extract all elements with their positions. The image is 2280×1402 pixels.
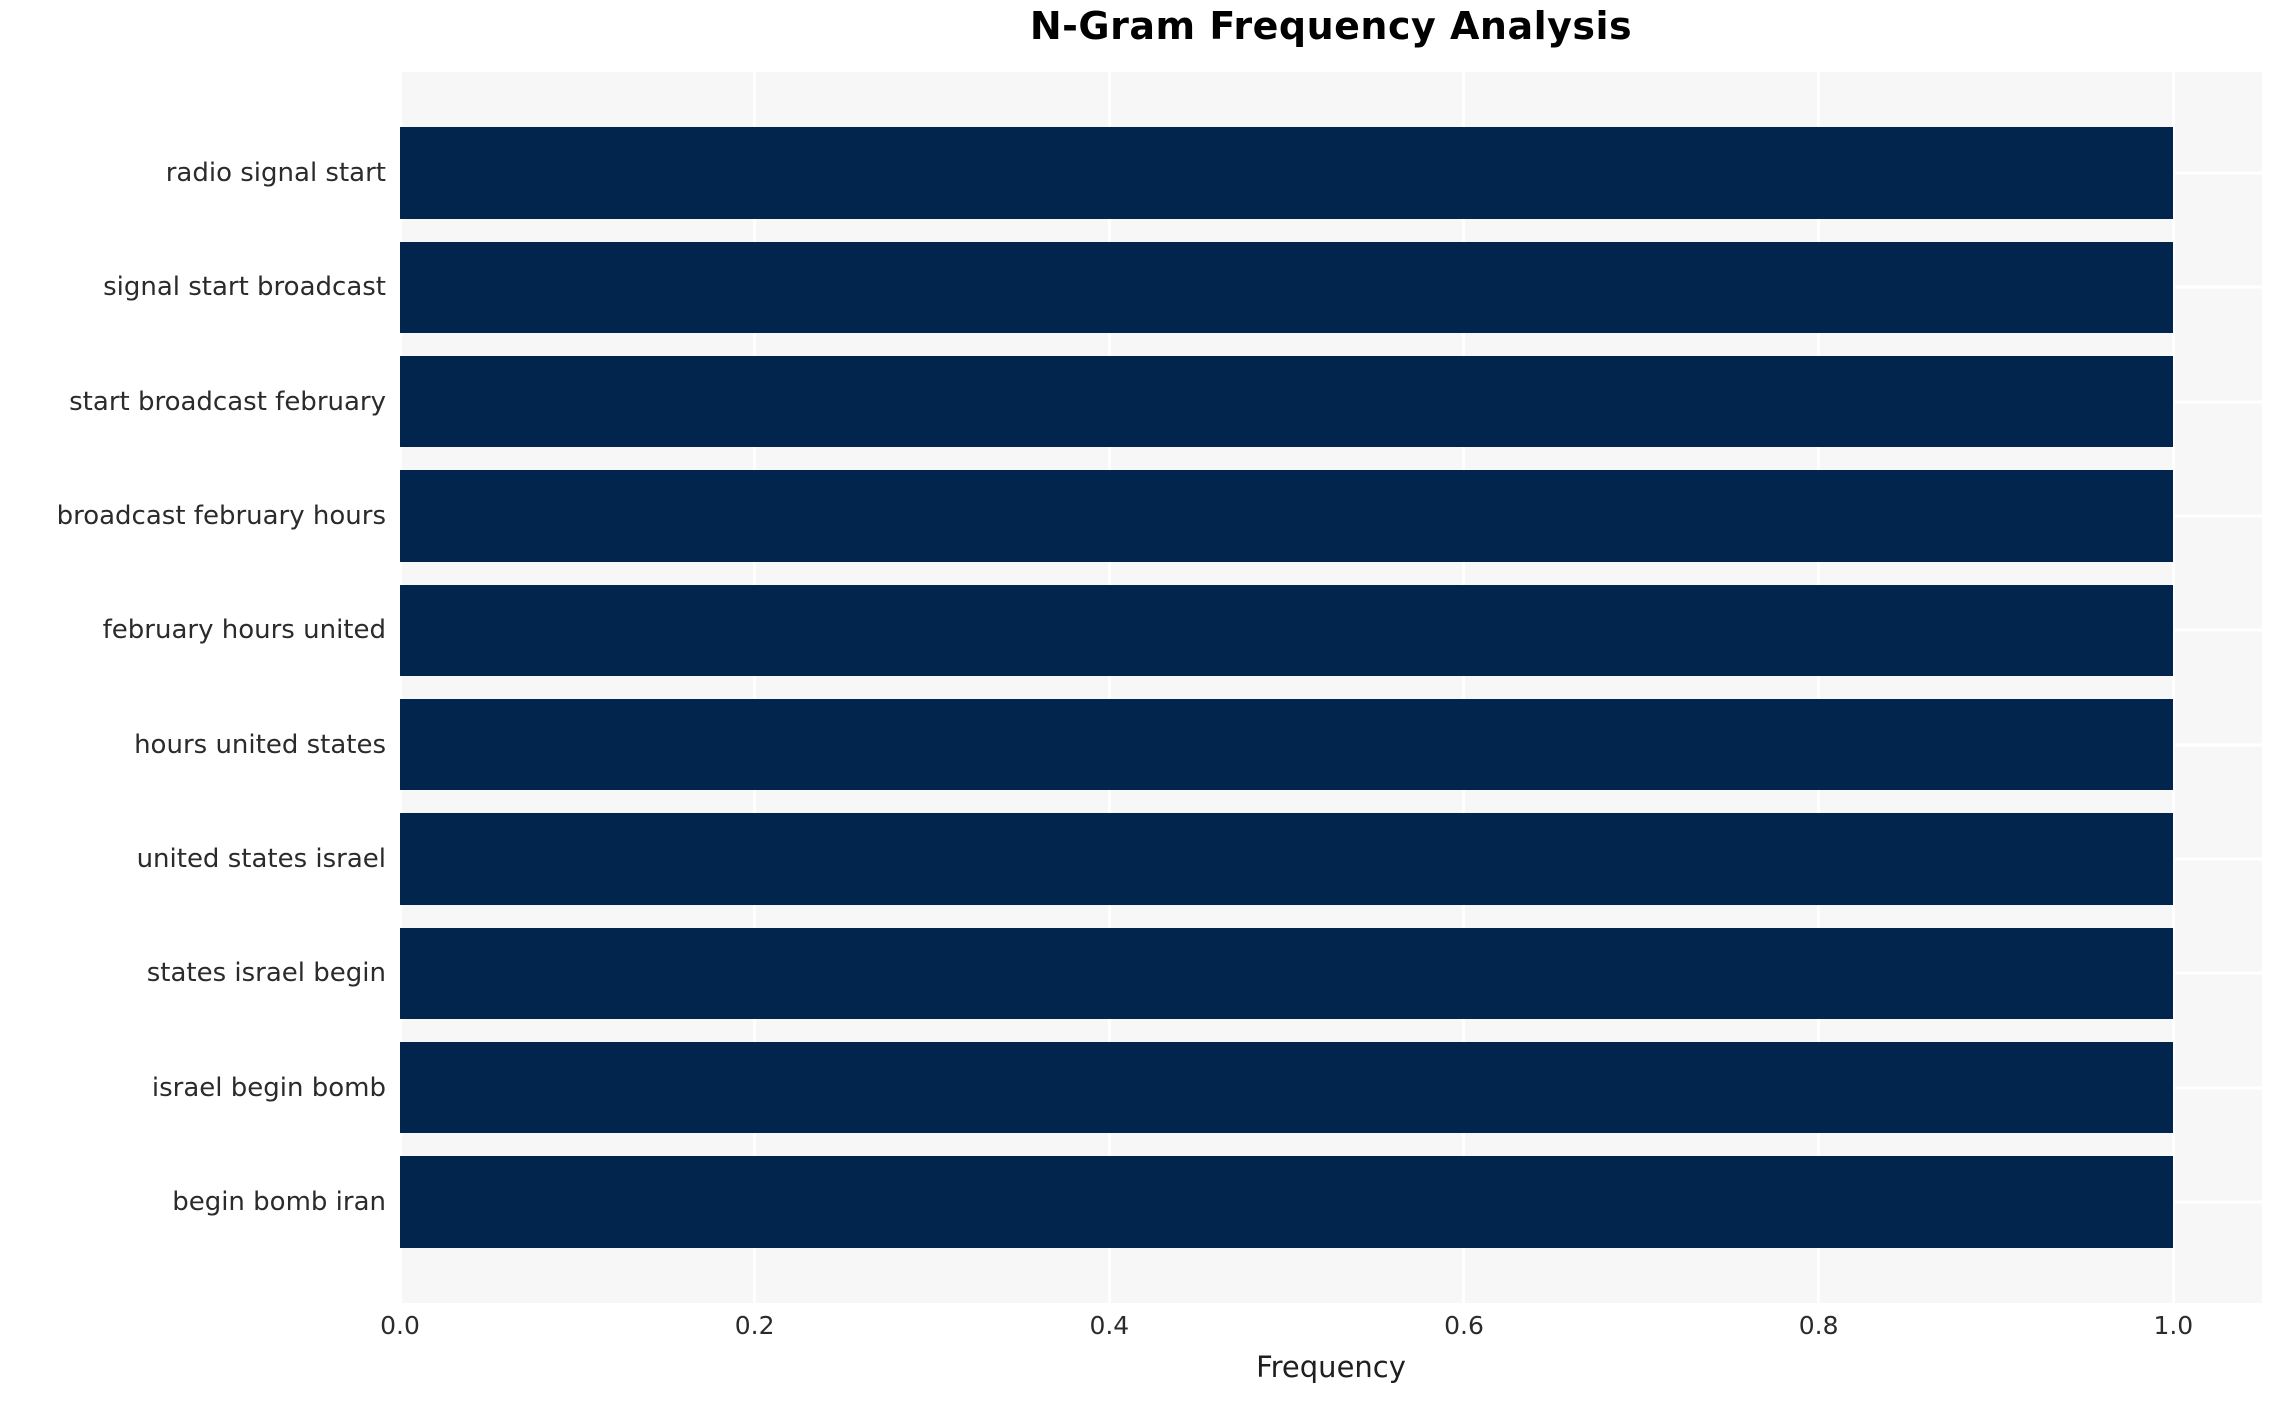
vertical-gridline [2171,72,2175,1303]
bar [400,356,2174,448]
y-tick-label: states israel begin [146,958,386,989]
bar [400,1041,2174,1134]
y-tick-label: israel begin bomb [151,1072,386,1103]
vertical-gridline [753,72,757,1303]
x-axis: 0.0 0.2 0.4 0.6 0.8 1.0 [380,1311,2262,1343]
x-tick-label: 0.2 [734,1311,775,1340]
bar [400,127,2174,219]
bar [400,1156,2174,1248]
y-tick-label: start broadcast february [69,386,386,417]
bar-row [400,1145,2262,1259]
x-tick-label: 0.8 [1798,1311,1839,1340]
vertical-gridline [1107,72,1111,1303]
y-tick-label: radio signal start [165,158,386,189]
y-tick-label: february hours united [102,615,386,646]
bar-row [400,573,2262,687]
bar-row [400,116,2262,230]
x-axis-label: Frequency [1256,1350,1406,1384]
y-tick-label: signal start broadcast [103,272,386,303]
y-tick-label: united states israel [136,843,386,874]
x-tick-label: 0.4 [1089,1311,1130,1340]
x-tick-label: 0.6 [1444,1311,1484,1340]
y-tick-label: begin bomb iran [172,1186,386,1217]
bar [400,470,2174,562]
bar-row [400,230,2262,344]
bar-row [400,687,2262,801]
bar-series [400,116,2262,1259]
y-tick-label: broadcast february hours [56,501,386,532]
vertical-gridline [398,72,402,1303]
bar [400,584,2174,677]
bar-row [400,459,2262,573]
bar-row [400,345,2262,459]
bar [400,241,2174,334]
bar [400,927,2174,1019]
x-tick-label: 1.0 [2153,1311,2194,1340]
bar-row [400,916,2262,1030]
bar-row [400,1030,2262,1144]
plot-area [398,72,2262,1303]
vertical-gridline [1817,72,1821,1303]
x-tick-label: 0.0 [380,1311,420,1340]
bar [400,698,2174,791]
bar [400,813,2174,905]
chart-title: N-Gram Frequency Analysis [1029,4,1633,48]
y-tick-label: hours united states [134,729,386,760]
y-axis: radio signal start signal start broadcast… [0,116,386,1259]
vertical-gridline [1462,72,1466,1303]
bar-row [400,802,2262,916]
